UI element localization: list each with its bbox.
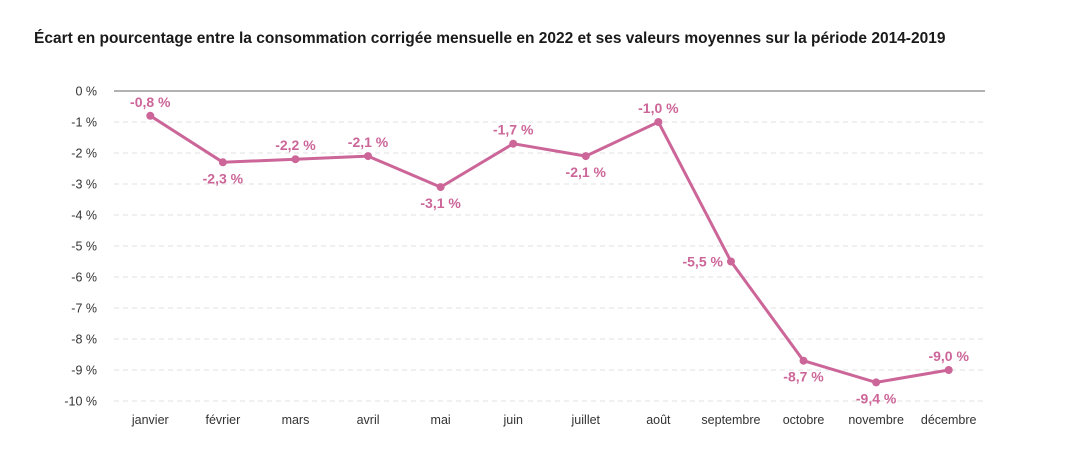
x-tick-label: juillet [571, 413, 601, 427]
data-point [291, 155, 300, 164]
data-label: -2,1 % [348, 134, 389, 150]
x-tick-label: novembre [848, 413, 904, 427]
data-label: -2,3 % [203, 170, 244, 186]
y-tick-label: 0 % [75, 85, 97, 99]
data-label: -9,4 % [856, 390, 897, 406]
data-label: -5,5 % [682, 254, 723, 270]
x-axis-ticks: janvier février mars avril mai juin juillet aoû… [131, 413, 977, 427]
y-tick-label: -7 % [71, 302, 97, 316]
y-tick-label: -9 % [71, 364, 97, 378]
data-label: -2,1 % [566, 164, 607, 180]
x-tick-label: août [646, 413, 671, 427]
y-tick-label: -5 % [71, 240, 97, 254]
data-point [218, 158, 227, 167]
x-tick-label: septembre [701, 413, 760, 427]
data-point [364, 152, 373, 161]
y-tick-label: -10 % [64, 395, 97, 409]
y-tick-label: -8 % [71, 333, 97, 347]
data-label: -0,8 % [130, 94, 171, 110]
series-line [148, 114, 951, 384]
y-tick-label: -4 % [71, 209, 97, 223]
data-point [654, 118, 663, 126]
data-label: -9,0 % [928, 348, 969, 364]
data-point [436, 183, 445, 192]
data-label: -1,7 % [493, 122, 534, 138]
x-tick-label: mai [431, 413, 451, 427]
series [146, 111, 953, 387]
data-label: -1,0 % [638, 100, 679, 116]
data-point [146, 111, 155, 120]
data-point [509, 139, 518, 148]
x-tick-label: octobre [783, 413, 825, 427]
data-label: -2,2 % [275, 137, 316, 153]
y-tick-label: -6 % [71, 271, 97, 285]
x-tick-label: février [206, 413, 241, 427]
x-tick-label: avril [357, 413, 380, 427]
data-point [872, 378, 881, 387]
y-tick-label: -3 % [71, 178, 97, 192]
y-tick-label: -2 % [71, 147, 97, 161]
x-tick-label: janvier [131, 413, 169, 427]
data-point [944, 366, 953, 374]
y-axis-ticks: 0 % -1 % -2 % -3 % -4 % -5 % -6 % -7 % -8 % -9 % -… [64, 85, 97, 409]
x-tick-label: décembre [921, 413, 977, 427]
data-label: -8,7 % [783, 369, 824, 385]
chart-title: Écart en pourcentage entre la consommati… [34, 30, 946, 47]
data-point [581, 152, 590, 161]
gridlines [114, 90, 985, 402]
data-point [799, 356, 808, 365]
x-tick-label: mars [282, 413, 310, 427]
data-labels: -0,8 % -2,3 % -2,2 % -2,1 % -3,1 % -1,7 % -2,1… [130, 94, 969, 407]
y-tick-label: -1 % [71, 116, 97, 130]
data-point [726, 257, 735, 266]
data-label: -3,1 % [420, 195, 461, 211]
x-tick-label: juin [502, 413, 523, 427]
